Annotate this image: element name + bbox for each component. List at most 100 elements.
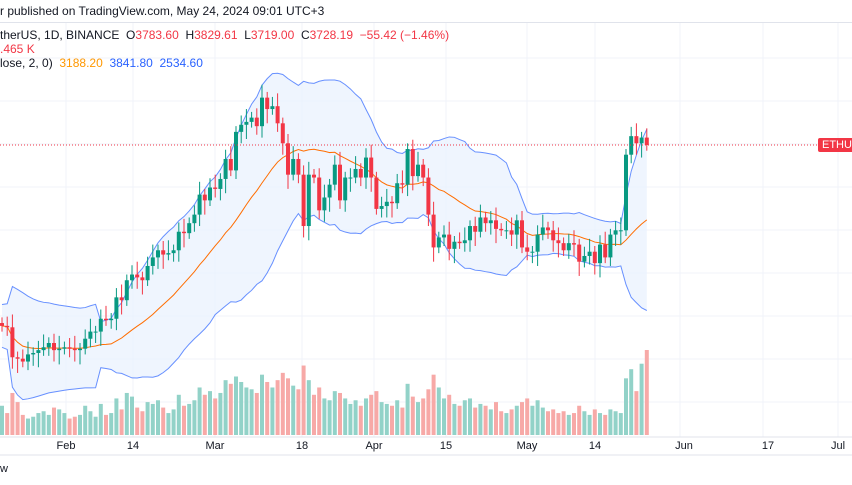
close-label: C (300, 28, 310, 42)
volume-bar (10, 392, 15, 435)
volume-bar (452, 403, 457, 435)
candle-body (202, 194, 207, 201)
volume-bar (301, 365, 306, 435)
volume-bar (520, 402, 524, 435)
x-tick-label: 15 (440, 440, 452, 452)
x-tick-label: May (517, 440, 538, 452)
volume-bar (275, 380, 280, 435)
volume-bar (46, 414, 51, 435)
volume-bar (312, 394, 316, 435)
legend-volume: .465 K (0, 42, 35, 56)
candle-body (218, 178, 223, 189)
candle-body (613, 230, 618, 235)
candle-body (410, 148, 415, 177)
volume-bar (405, 383, 410, 435)
bb-lower: 2534.60 (159, 56, 203, 70)
candle-body (156, 250, 160, 258)
volume-bar (130, 396, 134, 435)
candle-body (478, 217, 483, 232)
legend-ohlc: therUS, 1D, BINANCE O3783.60 H3829.61 L3… (0, 28, 449, 42)
volume-bar (546, 411, 550, 435)
volume-bar (530, 405, 535, 435)
candle-body (535, 234, 540, 252)
volume-bar (426, 389, 431, 435)
candle-body (369, 157, 374, 178)
candle-body (20, 358, 25, 362)
volume-bar (442, 398, 446, 435)
candle-body (561, 243, 566, 251)
volume-bar (504, 413, 509, 435)
candle-body (431, 214, 436, 248)
volume-bar (208, 391, 212, 435)
volume-bar (98, 403, 103, 435)
volume-bar (218, 392, 223, 435)
candle-body (36, 350, 41, 353)
volume-bar (223, 380, 228, 435)
volume-bar (421, 398, 426, 435)
volume-bar (36, 413, 41, 435)
volume-bar (514, 405, 519, 435)
candle-body (587, 251, 592, 256)
candle-body (5, 325, 10, 328)
legend-symbol: therUS, 1D, BINANCE (0, 28, 120, 42)
volume-bar (171, 409, 176, 435)
volume-bar (509, 409, 514, 435)
volume-bar (587, 414, 592, 435)
candle-body (83, 338, 88, 349)
volume-bar (395, 400, 400, 435)
candle-body (166, 253, 171, 255)
bb-lower-line (1, 212, 648, 401)
candle-body (239, 124, 244, 132)
volume-bar (270, 387, 275, 435)
candle-body (98, 318, 103, 332)
bb-params: lose, 2, 0) (0, 56, 53, 70)
candle-body (197, 194, 202, 215)
candle-body (348, 177, 353, 179)
candle-body (234, 131, 238, 171)
candle-body (0, 323, 4, 326)
footer-text: w (0, 463, 8, 475)
candle-body (57, 348, 62, 351)
candle-body (468, 226, 472, 241)
volume-bar (197, 387, 202, 435)
volume-bar (400, 407, 405, 435)
candle-body (384, 201, 389, 207)
candle-body (624, 154, 628, 231)
candle-body (358, 168, 363, 178)
candle-body (546, 227, 550, 231)
volume-bar (156, 400, 160, 435)
volume-bar (478, 403, 483, 435)
candle-body (306, 174, 311, 227)
volume-bar (551, 409, 556, 435)
volume-bar (213, 398, 218, 435)
volume-bar (150, 403, 155, 435)
candle-body (228, 158, 233, 171)
candle-body (270, 106, 275, 110)
volume-bar (192, 400, 197, 435)
candle-body (31, 352, 36, 355)
volume-bar (618, 413, 623, 435)
x-tick-label: Jul (831, 440, 845, 452)
volume-bar (462, 400, 467, 435)
candle-body (291, 158, 296, 175)
volume-bar (244, 387, 249, 435)
candle-body (322, 197, 327, 211)
candle-body (483, 217, 488, 224)
published-caption: r published on TradingView.com, May 24, … (0, 4, 325, 18)
candle-body (119, 297, 124, 301)
low-value: 3719.00 (250, 28, 295, 42)
candle-body (171, 250, 176, 254)
candle-body (488, 220, 493, 224)
candle-body (208, 187, 212, 201)
volume-bar (52, 407, 56, 435)
candle-body (72, 348, 77, 351)
volume-bar (556, 413, 561, 435)
x-tick-label: 17 (762, 440, 774, 452)
volume-bar (410, 396, 415, 435)
candle-body (452, 241, 457, 249)
volume-bar (57, 409, 62, 435)
volume-bar (322, 398, 327, 435)
volume-bar (254, 392, 259, 435)
candle-body (182, 231, 186, 234)
